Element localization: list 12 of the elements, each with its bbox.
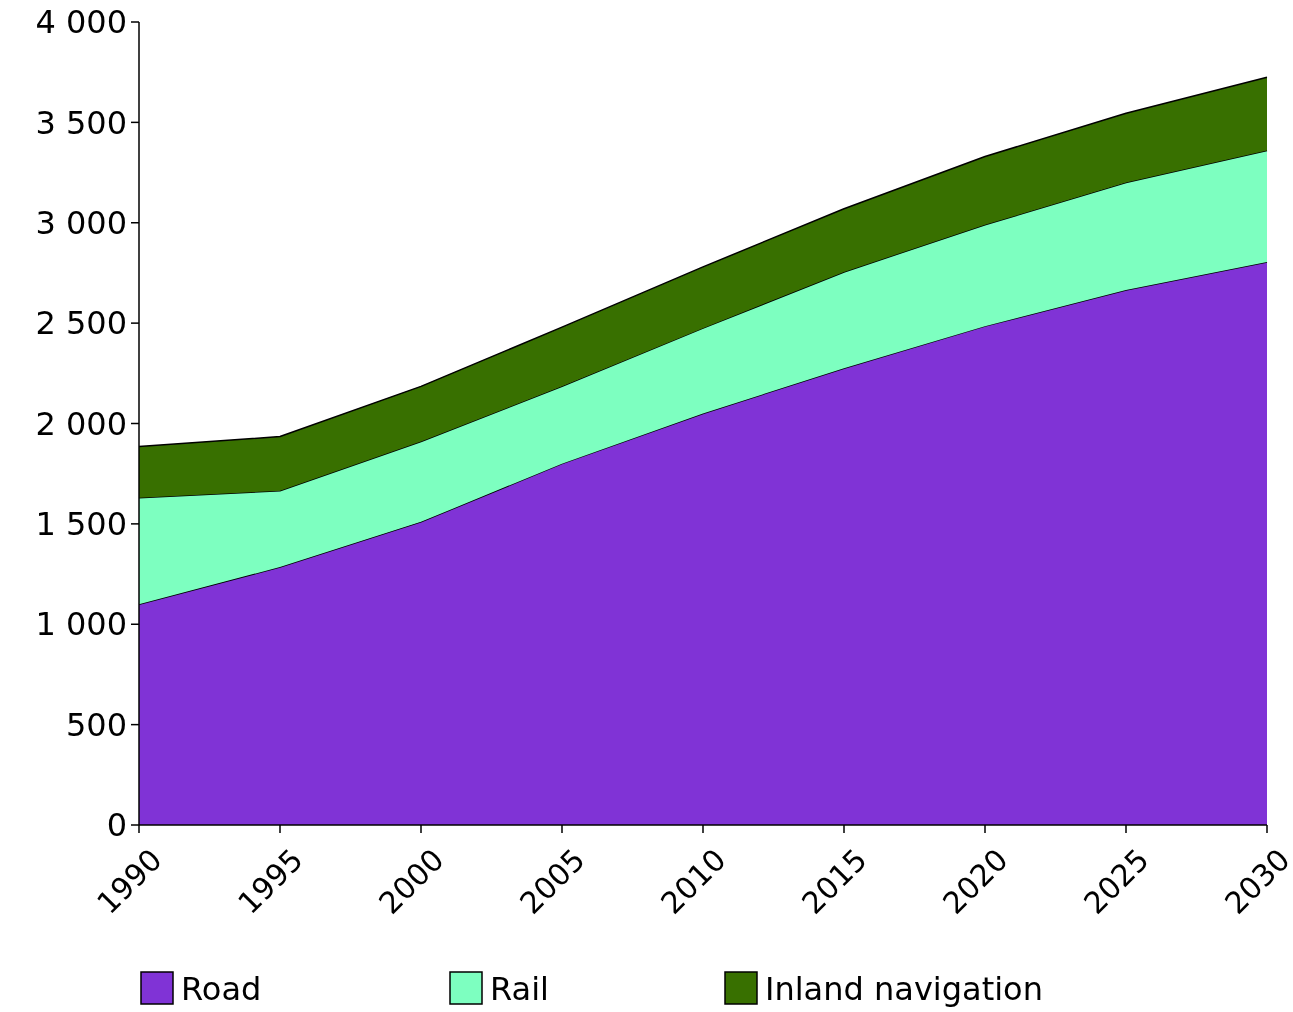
legend-label: Rail xyxy=(490,970,549,1009)
y-tick-label: 3 500 xyxy=(35,103,127,142)
y-tick-label: 3 000 xyxy=(35,203,127,242)
y-tick-label: 1 500 xyxy=(35,505,127,544)
y-tick-label: 2 000 xyxy=(35,404,127,443)
y-tick-label: 1 000 xyxy=(35,605,127,644)
y-tick-label: 2 500 xyxy=(35,304,127,343)
y-tick-label: 4 000 xyxy=(35,3,127,42)
y-tick-label: 500 xyxy=(65,705,127,744)
legend-label: Inland navigation xyxy=(765,970,1043,1009)
legend-label: Road xyxy=(181,970,262,1009)
y-tick-label: 0 xyxy=(106,806,127,845)
